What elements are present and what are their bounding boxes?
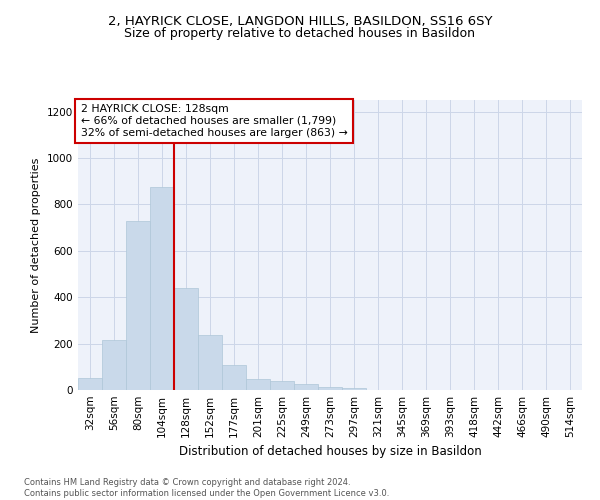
Bar [78,378,102,390]
Text: Contains HM Land Registry data © Crown copyright and database right 2024.
Contai: Contains HM Land Registry data © Crown c… [24,478,389,498]
X-axis label: Distribution of detached houses by size in Basildon: Distribution of detached houses by size … [179,446,481,458]
Bar [222,365,246,390]
Text: 2 HAYRICK CLOSE: 128sqm
← 66% of detached houses are smaller (1,799)
32% of semi: 2 HAYRICK CLOSE: 128sqm ← 66% of detache… [80,104,347,138]
Bar [294,384,318,390]
Bar [318,386,342,390]
Y-axis label: Number of detached properties: Number of detached properties [31,158,41,332]
Bar [246,379,270,390]
Bar [198,336,222,390]
Bar [126,220,150,390]
Bar [174,288,198,390]
Text: Size of property relative to detached houses in Basildon: Size of property relative to detached ho… [125,28,476,40]
Bar [102,340,126,390]
Text: 2, HAYRICK CLOSE, LANGDON HILLS, BASILDON, SS16 6SY: 2, HAYRICK CLOSE, LANGDON HILLS, BASILDO… [108,15,492,28]
Bar [270,381,294,390]
Bar [150,187,174,390]
Bar [342,388,366,390]
